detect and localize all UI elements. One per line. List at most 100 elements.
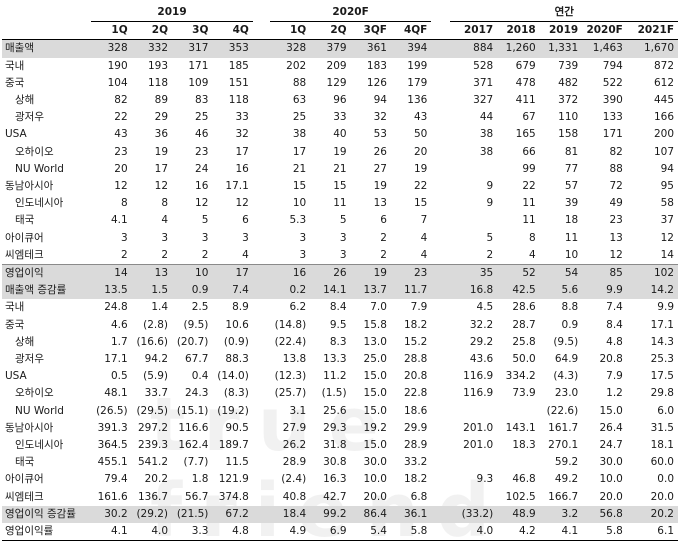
table-body: 매출액 328 332 317 353 328 379 361 394 884 1,260 1,331… (2, 39, 678, 542)
row-label: 인도네시아 (15, 197, 64, 210)
table-row: USA 0.5 (5.9) 0.4 (14.0) (12.3) 11.2 15.0 20.8 11… (2, 368, 678, 385)
table-cell: 7.4 (606, 301, 623, 314)
table-cell: 0.4 (191, 370, 209, 383)
table-cell: 5.6 (539, 282, 583, 300)
header-group-row: 2019 2020F 연간 (2, 4, 678, 23)
table-cell: 110 (558, 111, 579, 124)
table-cell: 2 (120, 248, 128, 261)
table-cell: 2 (380, 248, 387, 261)
column-header: 4QF (390, 21, 432, 41)
table-cell: 88 (292, 76, 307, 89)
table-cell: (20.7) (176, 335, 209, 348)
table-cell: 200 (653, 128, 674, 141)
table-cell: 19 (333, 145, 347, 158)
table-cell: 19.2 (363, 421, 387, 434)
table-cell: 18.4 (269, 505, 311, 524)
table-cell: 38 (479, 145, 494, 158)
table-cell: (5.9) (143, 370, 169, 383)
table-cell: 270.1 (548, 439, 579, 452)
table-cell: (2.8) (143, 318, 169, 331)
table-cell: 1,670 (626, 39, 678, 58)
table-cell: 541.2 (137, 456, 169, 469)
table-cell: 31.8 (323, 439, 347, 452)
table-cell: 19 (350, 264, 391, 283)
column-header: 2020F (582, 21, 627, 41)
table-cell: 40.8 (282, 490, 307, 503)
table-cell: 1.8 (191, 473, 209, 486)
table-cell: 39 (564, 197, 579, 210)
table-cell: 11 (522, 197, 536, 210)
table-cell: 43.6 (469, 353, 494, 366)
table-cell: 42.7 (323, 490, 347, 503)
table-cell: 12 (660, 231, 674, 244)
table-cell: (0.9) (223, 335, 249, 348)
row-label: 아이큐어 (5, 231, 44, 244)
table-cell: 4 (529, 248, 536, 261)
table-row: 중국 104 118 109 151 88 129 126 179 371 478 482 522 612 (2, 75, 678, 92)
table-cell: 18.2 (403, 473, 428, 486)
table-cell: 13 (131, 264, 173, 283)
table-cell: 54 (539, 264, 583, 283)
table-cell: 445 (653, 94, 674, 107)
table-cell: 15.8 (363, 318, 387, 331)
table-cell: 1.4 (151, 301, 169, 314)
table-cell: 25.6 (323, 404, 347, 417)
table-cell: 1,260 (497, 39, 540, 58)
table-cell: 297.2 (137, 421, 169, 434)
table-cell: 28.7 (512, 318, 536, 331)
table-cell: 22 (522, 180, 536, 193)
table-cell: 528 (473, 59, 494, 72)
table-cell: 612 (653, 76, 674, 89)
table-cell: 3.1 (289, 404, 307, 417)
table-cell: 5 (201, 214, 209, 227)
column-header: 1Q (269, 21, 311, 41)
table-cell: 17.1 (225, 180, 249, 193)
table-cell: 26.2 (282, 439, 307, 452)
table-cell: 14 (91, 264, 132, 283)
table-cell: (9.5) (183, 318, 209, 331)
table-cell: 126 (366, 76, 387, 89)
table-cell: 15.0 (363, 404, 387, 417)
table-cell: 5.8 (582, 523, 627, 542)
table-cell: 10 (564, 248, 579, 261)
table-cell: 88.3 (225, 353, 249, 366)
table-cell: 50.0 (512, 353, 536, 366)
table-cell: 53 (373, 128, 387, 141)
table-cell: 328 (269, 39, 311, 58)
table-cell: 209 (326, 59, 347, 72)
table-cell: 121.9 (218, 473, 249, 486)
table-cell: 16.3 (323, 473, 347, 486)
table-cell: 3 (201, 231, 209, 244)
table-row: 광저우 17.1 94.2 67.7 88.3 13.8 13.3 25.0 28.8 43.6 5… (2, 351, 678, 368)
table-cell: 88 (609, 162, 623, 175)
row-label: 씨엠테크 (5, 490, 44, 503)
table-cell: 7 (420, 214, 428, 227)
table-cell: 107 (653, 145, 674, 158)
table-row: 인도네시아 364.5 239.3 162.4 189.7 26.2 31.8 15.0 28.… (2, 437, 678, 454)
table-cell: 328 (91, 39, 132, 58)
table-cell: (16.6) (136, 335, 169, 348)
table-row: USA 43 36 46 32 38 40 53 50 38 165 158 171 200 (2, 126, 678, 143)
table-cell: 28.6 (512, 301, 536, 314)
table-row: 동남아시아 12 12 16 17.1 15 15 19 22 9 22 57 72 95 (2, 178, 678, 195)
table-cell: 0.2 (269, 282, 311, 300)
row-label: 태국 (15, 456, 35, 469)
table-cell: 10 (292, 197, 307, 210)
table-cell: (12.3) (274, 370, 307, 383)
table-row: 중국 4.6 (2.8) (9.5) 10.6 (14.8) 9.5 15.8 18.2 32.2… (2, 317, 678, 334)
table-cell: 83 (195, 94, 209, 107)
table-row: NU World 20 17 24 16 21 21 27 19 99 77 88 94 (2, 161, 678, 178)
table-cell: 8.9 (232, 301, 249, 314)
table-cell: 4.1 (110, 214, 128, 227)
table-cell: 94 (373, 94, 387, 107)
table-cell: 27.9 (282, 421, 307, 434)
table-cell: 43 (114, 128, 128, 141)
table-cell: (26.5) (96, 404, 128, 417)
table-cell: 23.0 (554, 387, 579, 400)
table-cell (497, 454, 540, 471)
table-cell: 59.2 (554, 456, 579, 469)
column-header: 3Q (172, 21, 213, 41)
table-row: 매출액 328 332 317 353 328 379 361 394 884 1,260 1,331… (2, 39, 678, 58)
table-cell: 81 (564, 145, 579, 158)
table-cell: 15.0 (363, 439, 387, 452)
